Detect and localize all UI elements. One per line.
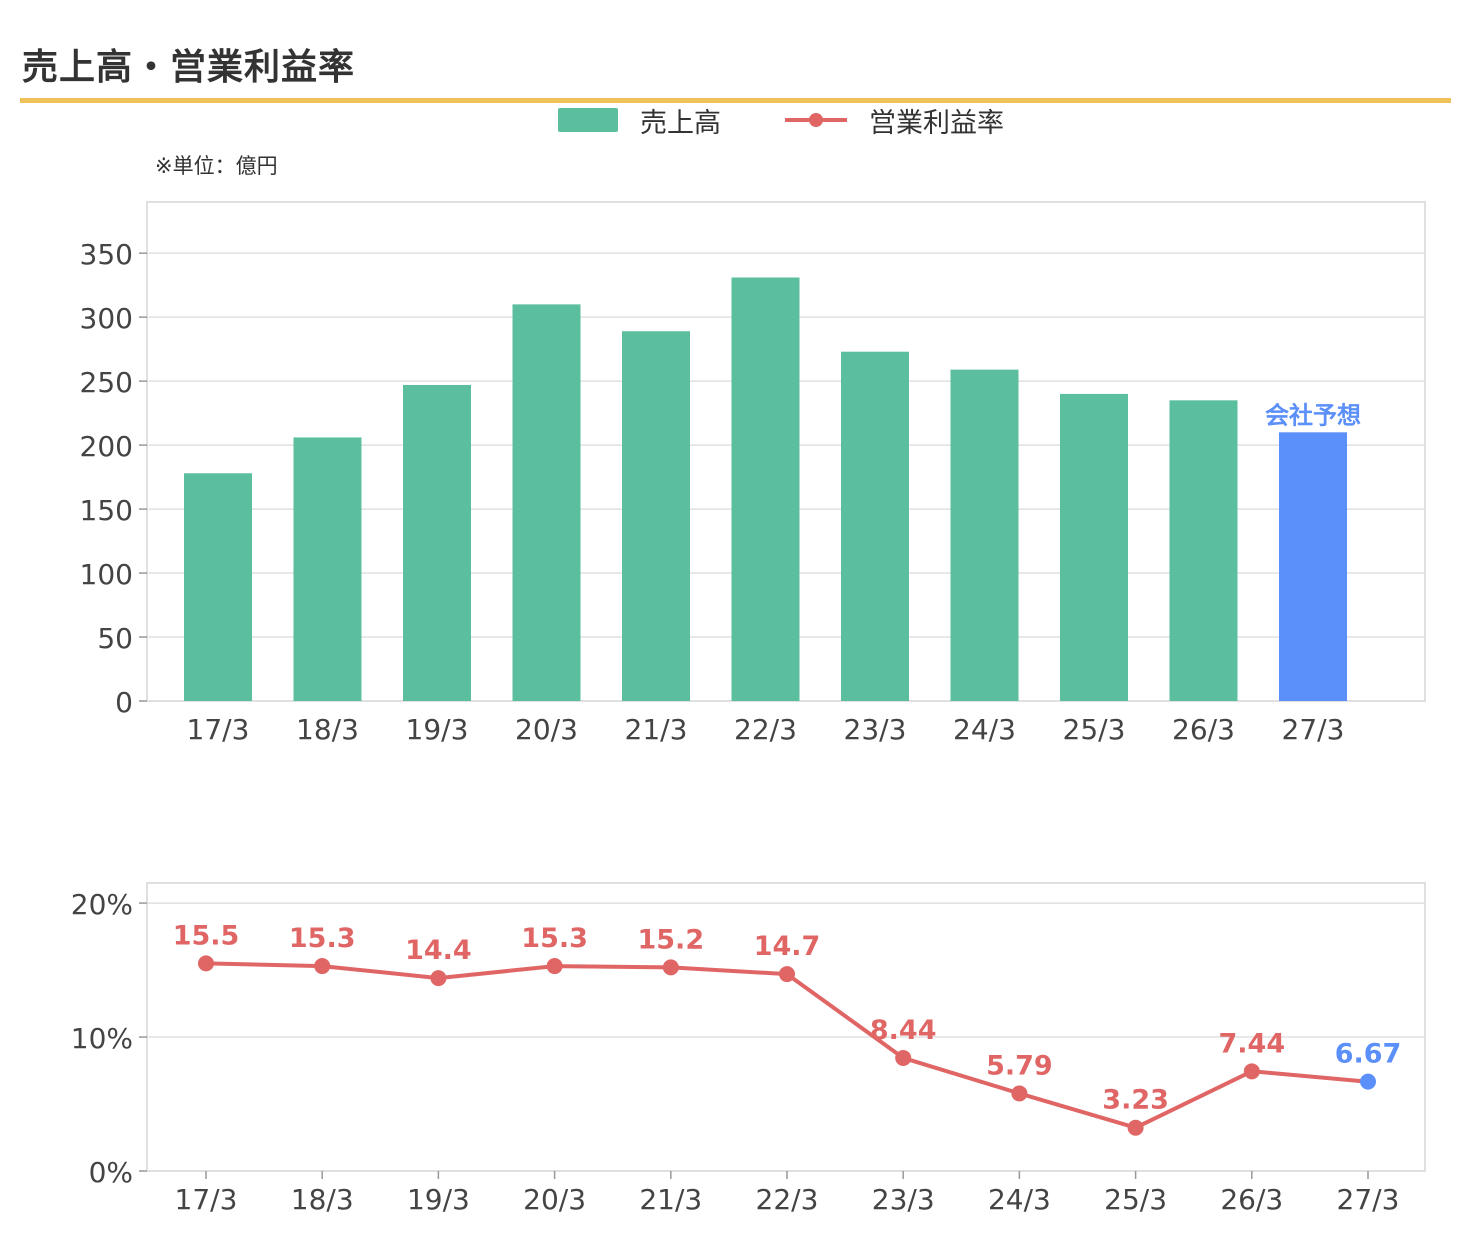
bar	[731, 277, 800, 701]
bar	[293, 437, 362, 701]
x-tick-label: 20/3	[515, 713, 578, 746]
sales-bar-chart: 0 50 100 150 200 250 300 350 17/3 18/3 19/3 20/3 21/…	[80, 201, 1426, 746]
y-tick-label: 10%	[71, 1022, 133, 1055]
x-tick-label: 23/3	[872, 1183, 935, 1216]
data-point	[1360, 1073, 1376, 1090]
y-tick-label: 200	[80, 430, 133, 463]
x-tick-label: 27/3	[1282, 713, 1345, 746]
y-tick-label: 50	[97, 622, 133, 655]
data-label: 15.2	[637, 924, 704, 955]
data-point	[779, 966, 795, 983]
forecast-label: 会社予想	[1265, 401, 1361, 429]
bar	[1279, 432, 1347, 701]
data-point	[1011, 1085, 1028, 1102]
x-tick-label: 18/3	[291, 1183, 354, 1216]
bar	[403, 384, 471, 701]
bar	[1060, 393, 1128, 701]
y-tick-label: 350	[80, 238, 133, 271]
x-tick-label: 24/3	[988, 1183, 1051, 1216]
legend-line-swatch	[785, 113, 847, 127]
data-label: 3.23	[1102, 1085, 1169, 1116]
bar	[622, 331, 690, 701]
page-title: 売上高・営業利益率	[22, 47, 356, 88]
x-tick-label: 22/3	[734, 713, 797, 746]
x-tick-label: 26/3	[1172, 713, 1235, 746]
x-tick-label: 21/3	[625, 713, 688, 746]
x-tick-label: 23/3	[844, 713, 907, 746]
y-tick-label: 150	[80, 494, 133, 527]
data-point	[662, 959, 679, 976]
x-tick-label: 22/3	[756, 1183, 819, 1216]
data-label: 15.5	[173, 920, 240, 951]
bar	[841, 351, 909, 701]
x-tick-label: 18/3	[296, 713, 359, 746]
title-underline	[20, 98, 1451, 103]
data-label: 8.44	[870, 1015, 937, 1046]
x-tick-label: 27/3	[1337, 1183, 1400, 1216]
bar	[950, 369, 1019, 701]
data-label: 14.4	[405, 935, 472, 966]
data-point	[198, 955, 214, 972]
y-tick-label: 0	[115, 686, 133, 719]
y-tick-label: 300	[80, 302, 133, 335]
x-tick-label: 26/3	[1220, 1183, 1283, 1216]
bar	[184, 473, 252, 701]
x-tick-label: 17/3	[187, 713, 250, 746]
series-line	[205, 961, 1369, 1130]
x-tick-label: 21/3	[639, 1183, 702, 1216]
legend-label-sales: 売上高	[640, 107, 721, 139]
legend-bar-swatch	[558, 108, 618, 132]
bar	[512, 304, 581, 701]
legend-item-margin[interactable]: 営業利益率	[785, 100, 1004, 140]
legend-item-sales[interactable]: 売上高	[558, 100, 721, 140]
y-tick-label: 20%	[71, 888, 133, 921]
data-label: 5.79	[986, 1050, 1053, 1081]
bar	[1169, 400, 1238, 701]
data-label: 15.3	[521, 923, 588, 954]
legend-label-margin: 営業利益率	[869, 107, 1004, 139]
margin-line-chart: 0% 10% 20% 17/3 15.5 18/3 15.3 19/3 14.4 20/3 15.3…	[71, 882, 1426, 1216]
y-tick-label: 0%	[89, 1156, 133, 1189]
x-tick-label: 24/3	[953, 713, 1016, 746]
data-label: 7.44	[1218, 1028, 1285, 1059]
x-tick-label: 25/3	[1104, 1183, 1167, 1216]
y-tick-label: 100	[80, 558, 133, 591]
data-point	[314, 958, 331, 975]
data-point	[546, 958, 563, 975]
x-tick-label: 19/3	[407, 1183, 470, 1216]
data-label: 6.67	[1335, 1039, 1402, 1070]
y-tick-label: 250	[80, 366, 133, 399]
x-tick-label: 19/3	[406, 713, 469, 746]
x-tick-label: 17/3	[175, 1183, 238, 1216]
data-point	[895, 1049, 912, 1066]
unit-note: ※単位：億円	[155, 154, 278, 178]
data-point	[430, 970, 447, 987]
data-point	[1243, 1063, 1260, 1080]
chart-legend: 売上高 営業利益率	[0, 100, 1470, 140]
data-label: 15.3	[289, 923, 356, 954]
data-label: 14.7	[754, 931, 821, 962]
data-point	[1127, 1119, 1144, 1136]
x-tick-label: 20/3	[523, 1183, 586, 1216]
x-tick-label: 25/3	[1063, 713, 1126, 746]
